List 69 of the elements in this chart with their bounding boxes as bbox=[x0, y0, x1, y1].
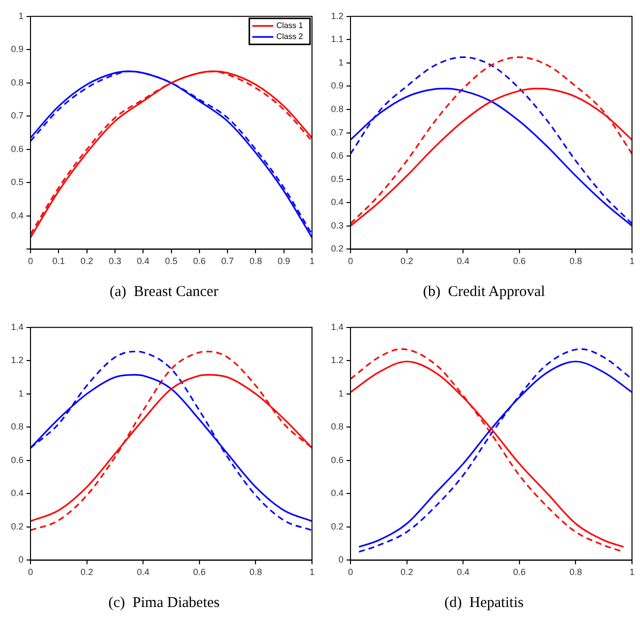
y-tick-label: 0.4 bbox=[330, 488, 344, 498]
x-tick-label: 0.7 bbox=[221, 256, 234, 266]
x-tick-label: 0.6 bbox=[513, 256, 526, 266]
y-tick-label: 0.8 bbox=[10, 77, 24, 88]
x-tick-label: 0 bbox=[28, 256, 34, 266]
y-tick-label: 0.9 bbox=[10, 44, 24, 54]
x-tick-label: 0.4 bbox=[136, 567, 150, 578]
y-tick-label: 0.7 bbox=[10, 110, 24, 121]
x-tick-label: 0 bbox=[348, 256, 354, 266]
x-tick-label: 0 bbox=[28, 567, 34, 578]
x-tick-label: 0.4 bbox=[456, 256, 470, 266]
x-tick-label: 1 bbox=[309, 256, 315, 266]
y-tick-label: 1 bbox=[18, 10, 24, 21]
x-tick-label: 0.8 bbox=[249, 256, 262, 266]
y-tick-label: 0.7 bbox=[330, 127, 344, 138]
x-tick-label: 0.3 bbox=[108, 256, 122, 266]
legend-label: Class 1 bbox=[276, 21, 304, 30]
x-tick-label: 1 bbox=[309, 567, 315, 578]
y-tick-label: 1.2 bbox=[330, 355, 344, 366]
y-tick-label: 0.8 bbox=[10, 422, 24, 432]
text: (d) Hepatitis bbox=[444, 595, 524, 612]
x-tick-label: 1 bbox=[629, 256, 635, 266]
x-tick-label: 0.6 bbox=[513, 567, 526, 578]
y-tick-label: 1 bbox=[338, 57, 344, 68]
x-tick-label: 0.2 bbox=[80, 567, 94, 578]
y-tick-label: 1.1 bbox=[330, 34, 344, 44]
y-tick-label: 0.2 bbox=[330, 244, 344, 254]
y-tick-label: 0 bbox=[338, 554, 344, 565]
x-tick-label: 0.9 bbox=[278, 256, 290, 266]
x-tick-label: 0 bbox=[348, 567, 354, 578]
x-tick-label: 0.2 bbox=[400, 567, 414, 578]
text: (a) Breast Cancer bbox=[110, 284, 218, 301]
y-tick-label: 0.5 bbox=[10, 177, 24, 188]
x-tick-label: 0.6 bbox=[193, 567, 206, 578]
y-tick-label: 0.5 bbox=[330, 174, 344, 184]
y-tick-label: 1 bbox=[338, 388, 344, 398]
y-tick-label: 0.6 bbox=[330, 150, 344, 161]
y-tick-label: 0.4 bbox=[10, 488, 24, 498]
x-tick-label: 0.6 bbox=[193, 256, 206, 266]
legend-label: Class 2 bbox=[276, 32, 304, 42]
y-tick-label: 0.9 bbox=[330, 80, 344, 91]
y-tick-label: 0.6 bbox=[10, 454, 24, 465]
y-tick-label: 1.4 bbox=[330, 322, 344, 332]
x-tick-label: 0.4 bbox=[136, 256, 150, 266]
x-tick-label: 1 bbox=[629, 567, 635, 578]
x-tick-label: 0.2 bbox=[80, 256, 94, 266]
y-tick-label: 0.6 bbox=[330, 454, 344, 465]
y-tick-label: 1.2 bbox=[330, 10, 344, 21]
x-tick-label: 0.1 bbox=[52, 256, 65, 266]
y-tick-label: 0 bbox=[18, 554, 24, 565]
y-tick-label: 1 bbox=[18, 388, 24, 398]
x-tick-label: 0.4 bbox=[456, 567, 470, 578]
x-tick-label: 0.8 bbox=[569, 567, 582, 578]
y-tick-label: 0.3 bbox=[330, 220, 344, 230]
y-tick-label: 0.4 bbox=[330, 197, 344, 208]
y-tick-label: 0.2 bbox=[10, 521, 24, 532]
y-tick-label: 1.4 bbox=[10, 322, 24, 332]
x-tick-label: 0.8 bbox=[249, 567, 262, 578]
x-tick-label: 0.2 bbox=[400, 256, 414, 266]
x-tick-label: 0.8 bbox=[569, 256, 582, 266]
x-tick-label: 0.5 bbox=[165, 256, 178, 266]
text: (c) Pima Diabetes bbox=[108, 595, 220, 612]
y-tick-label: 0.4 bbox=[10, 210, 24, 220]
y-tick-label: 0.6 bbox=[10, 144, 24, 154]
text: (b) Credit Approval bbox=[422, 284, 546, 301]
y-tick-label: 0.8 bbox=[330, 104, 344, 114]
y-tick-label: 1.2 bbox=[10, 355, 24, 366]
y-tick-label: 0.2 bbox=[330, 521, 344, 532]
y-tick-label: 0.8 bbox=[330, 422, 344, 432]
